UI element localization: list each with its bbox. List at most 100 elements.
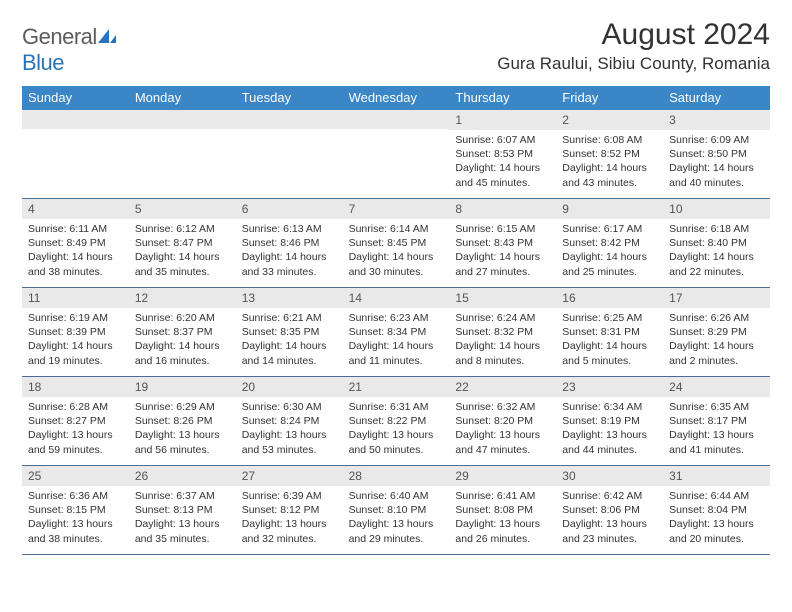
sunrise-text: Sunrise: 6:32 AM — [455, 400, 552, 414]
daylight-text: Daylight: 14 hours and 22 minutes. — [669, 250, 766, 278]
cell-body: Sunrise: 6:14 AMSunset: 8:45 PMDaylight:… — [343, 219, 450, 283]
cell-body — [343, 129, 450, 136]
sunset-text: Sunset: 8:12 PM — [242, 503, 339, 517]
dayname: Wednesday — [343, 86, 450, 110]
daylight-text: Daylight: 13 hours and 38 minutes. — [28, 517, 125, 545]
sunrise-text: Sunrise: 6:07 AM — [455, 133, 552, 147]
calendar-cell: 25Sunrise: 6:36 AMSunset: 8:15 PMDayligh… — [22, 466, 129, 554]
month-title: August 2024 — [497, 18, 770, 52]
calendar-cell: 17Sunrise: 6:26 AMSunset: 8:29 PMDayligh… — [663, 288, 770, 376]
sunset-text: Sunset: 8:42 PM — [562, 236, 659, 250]
daylight-text: Daylight: 14 hours and 2 minutes. — [669, 339, 766, 367]
day-number: 13 — [236, 288, 343, 308]
sunset-text: Sunset: 8:20 PM — [455, 414, 552, 428]
daylight-text: Daylight: 14 hours and 5 minutes. — [562, 339, 659, 367]
day-number: 26 — [129, 466, 236, 486]
daylight-text: Daylight: 13 hours and 44 minutes. — [562, 428, 659, 456]
sunset-text: Sunset: 8:26 PM — [135, 414, 232, 428]
sunrise-text: Sunrise: 6:39 AM — [242, 489, 339, 503]
dayname: Sunday — [22, 86, 129, 110]
daylight-text: Daylight: 13 hours and 56 minutes. — [135, 428, 232, 456]
sunrise-text: Sunrise: 6:35 AM — [669, 400, 766, 414]
cell-body: Sunrise: 6:30 AMSunset: 8:24 PMDaylight:… — [236, 397, 343, 461]
day-number: 5 — [129, 199, 236, 219]
sunset-text: Sunset: 8:40 PM — [669, 236, 766, 250]
dayname-row: Sunday Monday Tuesday Wednesday Thursday… — [22, 86, 770, 110]
calendar-cell — [129, 110, 236, 198]
day-number — [236, 110, 343, 129]
sunset-text: Sunset: 8:27 PM — [28, 414, 125, 428]
day-number: 8 — [449, 199, 556, 219]
sunset-text: Sunset: 8:37 PM — [135, 325, 232, 339]
day-number — [22, 110, 129, 129]
cell-body — [129, 129, 236, 136]
cell-body: Sunrise: 6:32 AMSunset: 8:20 PMDaylight:… — [449, 397, 556, 461]
daylight-text: Daylight: 14 hours and 27 minutes. — [455, 250, 552, 278]
sunrise-text: Sunrise: 6:36 AM — [28, 489, 125, 503]
week-row: 18Sunrise: 6:28 AMSunset: 8:27 PMDayligh… — [22, 377, 770, 466]
day-number: 14 — [343, 288, 450, 308]
cell-body: Sunrise: 6:08 AMSunset: 8:52 PMDaylight:… — [556, 130, 663, 194]
day-number: 11 — [22, 288, 129, 308]
cell-body: Sunrise: 6:28 AMSunset: 8:27 PMDaylight:… — [22, 397, 129, 461]
daylight-text: Daylight: 13 hours and 53 minutes. — [242, 428, 339, 456]
day-number: 9 — [556, 199, 663, 219]
day-number: 12 — [129, 288, 236, 308]
day-number: 21 — [343, 377, 450, 397]
logo: GeneralBlue — [22, 24, 117, 76]
sunset-text: Sunset: 8:53 PM — [455, 147, 552, 161]
daylight-text: Daylight: 13 hours and 47 minutes. — [455, 428, 552, 456]
cell-body — [22, 129, 129, 136]
sunset-text: Sunset: 8:06 PM — [562, 503, 659, 517]
cell-body: Sunrise: 6:34 AMSunset: 8:19 PMDaylight:… — [556, 397, 663, 461]
cell-body: Sunrise: 6:41 AMSunset: 8:08 PMDaylight:… — [449, 486, 556, 550]
cell-body: Sunrise: 6:19 AMSunset: 8:39 PMDaylight:… — [22, 308, 129, 372]
calendar-cell: 5Sunrise: 6:12 AMSunset: 8:47 PMDaylight… — [129, 199, 236, 287]
day-number — [129, 110, 236, 129]
day-number: 31 — [663, 466, 770, 486]
calendar-cell: 12Sunrise: 6:20 AMSunset: 8:37 PMDayligh… — [129, 288, 236, 376]
calendar-cell: 9Sunrise: 6:17 AMSunset: 8:42 PMDaylight… — [556, 199, 663, 287]
sunset-text: Sunset: 8:34 PM — [349, 325, 446, 339]
cell-body: Sunrise: 6:39 AMSunset: 8:12 PMDaylight:… — [236, 486, 343, 550]
day-number — [343, 110, 450, 129]
calendar-cell: 10Sunrise: 6:18 AMSunset: 8:40 PMDayligh… — [663, 199, 770, 287]
sunset-text: Sunset: 8:52 PM — [562, 147, 659, 161]
sunrise-text: Sunrise: 6:13 AM — [242, 222, 339, 236]
daylight-text: Daylight: 14 hours and 11 minutes. — [349, 339, 446, 367]
cell-body: Sunrise: 6:42 AMSunset: 8:06 PMDaylight:… — [556, 486, 663, 550]
day-number: 20 — [236, 377, 343, 397]
day-number: 18 — [22, 377, 129, 397]
calendar-cell: 16Sunrise: 6:25 AMSunset: 8:31 PMDayligh… — [556, 288, 663, 376]
sunset-text: Sunset: 8:50 PM — [669, 147, 766, 161]
cell-body: Sunrise: 6:26 AMSunset: 8:29 PMDaylight:… — [663, 308, 770, 372]
calendar-cell: 1Sunrise: 6:07 AMSunset: 8:53 PMDaylight… — [449, 110, 556, 198]
day-number: 19 — [129, 377, 236, 397]
daylight-text: Daylight: 13 hours and 29 minutes. — [349, 517, 446, 545]
week-row: 25Sunrise: 6:36 AMSunset: 8:15 PMDayligh… — [22, 466, 770, 555]
sunset-text: Sunset: 8:24 PM — [242, 414, 339, 428]
sunrise-text: Sunrise: 6:37 AM — [135, 489, 232, 503]
daylight-text: Daylight: 14 hours and 40 minutes. — [669, 161, 766, 189]
sunrise-text: Sunrise: 6:31 AM — [349, 400, 446, 414]
calendar: Sunday Monday Tuesday Wednesday Thursday… — [22, 86, 770, 555]
daylight-text: Daylight: 14 hours and 43 minutes. — [562, 161, 659, 189]
cell-body: Sunrise: 6:40 AMSunset: 8:10 PMDaylight:… — [343, 486, 450, 550]
sunrise-text: Sunrise: 6:30 AM — [242, 400, 339, 414]
calendar-cell: 30Sunrise: 6:42 AMSunset: 8:06 PMDayligh… — [556, 466, 663, 554]
cell-body: Sunrise: 6:12 AMSunset: 8:47 PMDaylight:… — [129, 219, 236, 283]
sunrise-text: Sunrise: 6:26 AM — [669, 311, 766, 325]
sunset-text: Sunset: 8:35 PM — [242, 325, 339, 339]
calendar-cell: 26Sunrise: 6:37 AMSunset: 8:13 PMDayligh… — [129, 466, 236, 554]
calendar-cell: 24Sunrise: 6:35 AMSunset: 8:17 PMDayligh… — [663, 377, 770, 465]
cell-body: Sunrise: 6:18 AMSunset: 8:40 PMDaylight:… — [663, 219, 770, 283]
sunrise-text: Sunrise: 6:34 AM — [562, 400, 659, 414]
sunset-text: Sunset: 8:10 PM — [349, 503, 446, 517]
cell-body: Sunrise: 6:09 AMSunset: 8:50 PMDaylight:… — [663, 130, 770, 194]
day-number: 1 — [449, 110, 556, 130]
logo-word1: General — [22, 24, 97, 49]
day-number: 4 — [22, 199, 129, 219]
cell-body: Sunrise: 6:15 AMSunset: 8:43 PMDaylight:… — [449, 219, 556, 283]
location: Gura Raului, Sibiu County, Romania — [497, 54, 770, 74]
calendar-cell: 14Sunrise: 6:23 AMSunset: 8:34 PMDayligh… — [343, 288, 450, 376]
